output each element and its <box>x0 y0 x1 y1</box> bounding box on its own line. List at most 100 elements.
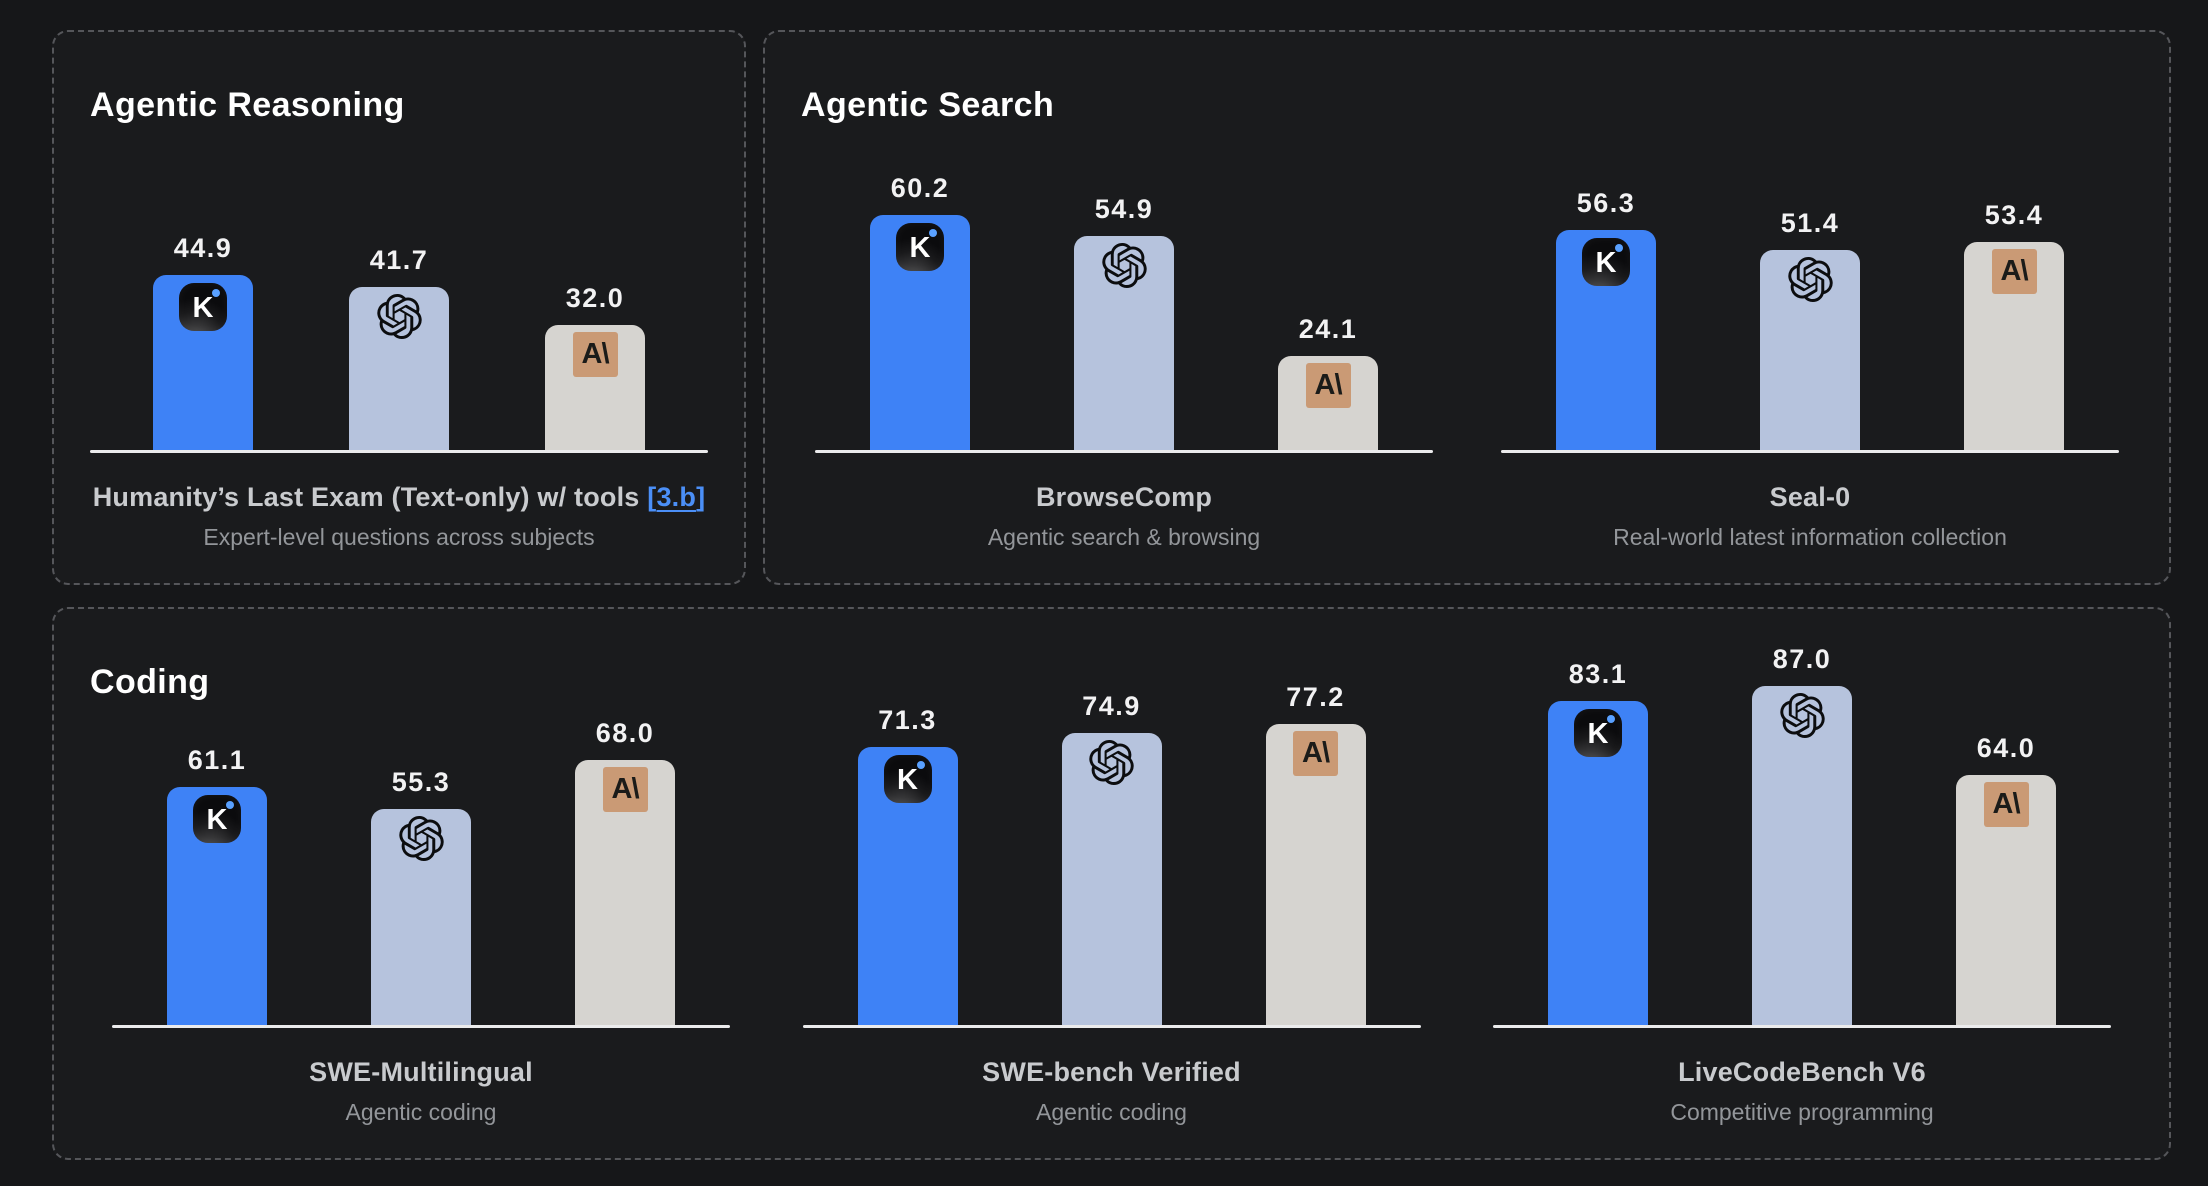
kimi-bar: K <box>167 787 267 1025</box>
kimi-dot-icon <box>212 289 220 297</box>
kimi-logo-icon: K <box>179 283 227 331</box>
kimi-bar: K <box>1548 701 1648 1025</box>
bar-column-kimi: 60.2 K <box>870 171 970 450</box>
bar-value-label: 51.4 <box>1780 208 1840 238</box>
bar-value-label: 74.9 <box>1082 691 1141 721</box>
chart-livecodebench-v6: 83.1 K 87.0 64.0 A\ <box>1493 642 2111 1158</box>
kimi-logo-icon: K <box>883 755 932 803</box>
benchmark-name: BrowseComp <box>1035 482 1213 512</box>
bar-value-label: 41.7 <box>369 245 429 275</box>
bar-column-openai: 51.4 <box>1760 206 1860 450</box>
chart-browsecomp: 60.2 K 54.9 24.1 A\ <box>815 171 1433 583</box>
x-axis-line <box>1493 1025 2111 1028</box>
citation-link[interactable]: [3.b] <box>647 482 706 512</box>
bar-column-kimi: 83.1 K <box>1548 657 1648 1025</box>
openai-logo-icon <box>1089 740 1134 785</box>
openai-bar <box>349 287 449 450</box>
openai-logo-icon <box>1780 693 1825 738</box>
x-axis-line <box>90 450 708 453</box>
x-axis-line <box>1501 450 2119 453</box>
panel-title: Agentic Search <box>801 86 1055 125</box>
bar-value-label: 68.0 <box>595 718 655 748</box>
kimi-dot-icon <box>1607 715 1615 723</box>
bar-group: 44.9 K 41.7 32.0 A\ <box>153 231 645 450</box>
kimi-dot-icon <box>226 801 234 809</box>
anthropic-logo-icon: A\ <box>1305 363 1351 408</box>
bar-value-label: 71.3 <box>878 705 937 735</box>
x-axis-line <box>802 1025 1421 1028</box>
bar-value-label: 77.2 <box>1286 682 1345 712</box>
bar-value-label: 64.0 <box>1976 733 2036 763</box>
benchmark-subtitle: Competitive programming <box>1670 1099 1934 1125</box>
chart-swe-bench-verified: 71.3 K 74.9 77.2 A\ <box>802 680 1421 1158</box>
kimi-bar: K <box>857 747 958 1025</box>
bar-value-label: 44.9 <box>173 233 233 263</box>
benchmark-name: LiveCodeBench V6 <box>1678 1057 1926 1087</box>
anthropic-bar: A\ <box>1956 775 2056 1025</box>
bar-column-anthropic: 68.0 A\ <box>575 716 675 1025</box>
benchmark-subtitle: Real-world latest information collection <box>1613 524 2007 550</box>
bar-column-anthropic: 24.1 A\ <box>1278 312 1378 450</box>
anthropic-logo-icon: A\ <box>1293 731 1338 776</box>
bar-value-label: 55.3 <box>391 767 451 797</box>
bar-value-label: 54.9 <box>1094 194 1154 224</box>
bar-column-kimi: 56.3 K <box>1556 186 1656 450</box>
chart-humanitys-last-exam: 44.9 K 41.7 32.0 A\ <box>90 231 708 583</box>
bar-column-kimi: 71.3 K <box>857 703 958 1025</box>
bar-group: 60.2 K 54.9 24.1 A\ <box>870 171 1378 450</box>
bar-column-anthropic: 64.0 A\ <box>1956 731 2056 1025</box>
bar-value-label: 32.0 <box>565 283 625 313</box>
bar-column-anthropic: 32.0 A\ <box>545 281 645 450</box>
bar-column-openai: 87.0 <box>1752 642 1852 1025</box>
panel-title: Agentic Reasoning <box>90 86 405 125</box>
kimi-logo-icon: K <box>1574 709 1622 757</box>
x-axis-line <box>112 1025 730 1028</box>
benchmark-subtitle: Agentic search & browsing <box>987 524 1261 550</box>
bar-value-label: 24.1 <box>1298 314 1358 344</box>
openai-bar <box>1061 733 1162 1025</box>
anthropic-bar: A\ <box>575 760 675 1025</box>
panel-agentic-search: Agentic Search 60.2 K 54.9 <box>763 30 2171 585</box>
bar-group: 61.1 K 55.3 68.0 A\ <box>167 716 675 1025</box>
openai-logo-icon <box>399 816 444 861</box>
bar-column-anthropic: 77.2 A\ <box>1265 680 1366 1025</box>
bar-value-label: 60.2 <box>890 173 950 203</box>
benchmark-subtitle: Expert-level questions across subjects <box>203 524 595 550</box>
kimi-bar: K <box>870 215 970 450</box>
anthropic-bar: A\ <box>1278 356 1378 450</box>
bar-column-openai: 41.7 <box>349 243 449 450</box>
kimi-logo-icon: K <box>896 223 944 271</box>
panel-coding: Coding 61.1 K 55.3 <box>52 607 2171 1160</box>
bar-value-label: 56.3 <box>1576 188 1636 218</box>
bar-column-openai: 54.9 <box>1074 192 1174 450</box>
benchmark-subtitle: Agentic coding <box>1036 1099 1187 1125</box>
chart-swe-multilingual: 61.1 K 55.3 68.0 A\ <box>112 716 730 1158</box>
kimi-logo-icon: K <box>193 795 241 843</box>
kimi-bar: K <box>153 275 253 450</box>
anthropic-logo-icon: A\ <box>1983 782 2029 827</box>
bar-column-kimi: 44.9 K <box>153 231 253 450</box>
anthropic-logo-icon: A\ <box>1991 249 2037 294</box>
anthropic-bar: A\ <box>1265 724 1366 1025</box>
benchmark-name: SWE-Multilingual <box>309 1057 533 1087</box>
benchmark-name: Humanity’s Last Exam (Text-only) w/ tool… <box>92 482 706 512</box>
chart-seal-0: 56.3 K 51.4 53.4 A\ <box>1501 186 2119 583</box>
openai-logo-icon <box>377 294 422 339</box>
bar-column-anthropic: 53.4 A\ <box>1964 198 2064 450</box>
x-axis-line <box>815 450 1433 453</box>
bar-value-label: 83.1 <box>1568 659 1628 689</box>
benchmark-name: Seal-0 <box>1769 482 1851 512</box>
openai-bar <box>1760 250 1860 450</box>
openai-bar <box>1074 236 1174 450</box>
bar-group: 83.1 K 87.0 64.0 A\ <box>1548 642 2056 1025</box>
kimi-dot-icon <box>1615 244 1623 252</box>
bar-value-label: 61.1 <box>187 745 247 775</box>
panel-title: Coding <box>90 663 210 702</box>
bar-value-label: 53.4 <box>1984 200 2044 230</box>
charts-row: 60.2 K 54.9 24.1 A\ <box>765 32 2169 583</box>
anthropic-logo-icon: A\ <box>602 767 648 812</box>
kimi-bar: K <box>1556 230 1656 450</box>
charts-row: 44.9 K 41.7 32.0 A\ <box>54 32 744 583</box>
bar-value-label: 87.0 <box>1772 644 1832 674</box>
benchmark-name: SWE-bench Verified <box>982 1057 1241 1087</box>
